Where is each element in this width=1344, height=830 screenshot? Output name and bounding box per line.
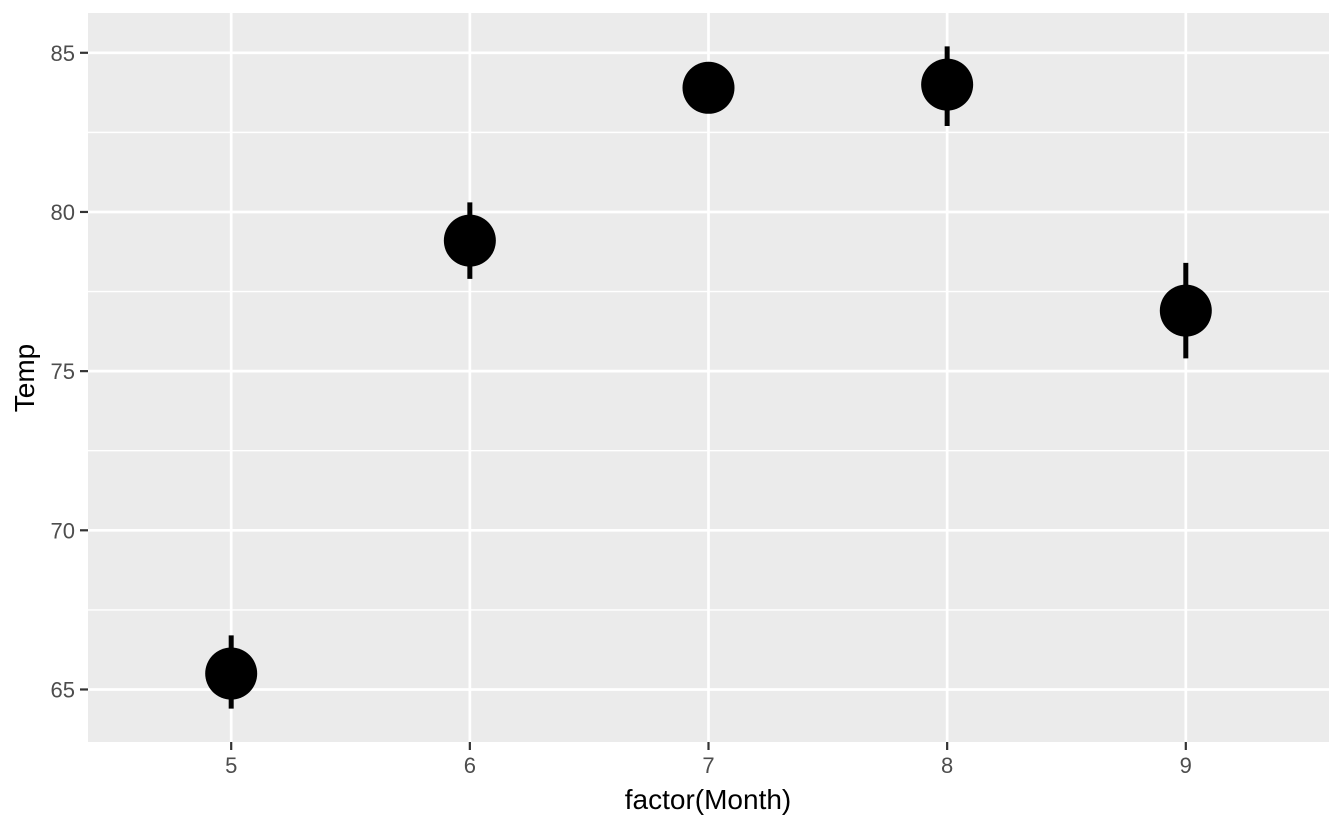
- x-axis-title: factor(Month): [624, 784, 792, 815]
- x-axis-tick-label: 9: [1180, 753, 1192, 778]
- x-axis-tick-label: 8: [941, 753, 953, 778]
- data-point-month-6: [443, 214, 496, 267]
- y-axis-tick-label: 75: [51, 359, 75, 384]
- x-axis-tick-label: 7: [702, 753, 714, 778]
- data-point-month-9: [1159, 284, 1212, 337]
- y-axis-tick-label: 85: [51, 41, 75, 66]
- data-point-month-7: [682, 61, 735, 114]
- y-axis-title: Temp: [9, 343, 40, 413]
- y-axis-tick-label: 70: [51, 518, 75, 543]
- data-point-month-5: [205, 647, 258, 700]
- x-axis-tick-label: 5: [225, 753, 237, 778]
- y-axis-tick-label: 80: [51, 200, 75, 225]
- data-point-month-8: [921, 58, 974, 111]
- y-axis-tick-label: 65: [51, 677, 75, 702]
- x-axis-tick-label: 6: [464, 753, 476, 778]
